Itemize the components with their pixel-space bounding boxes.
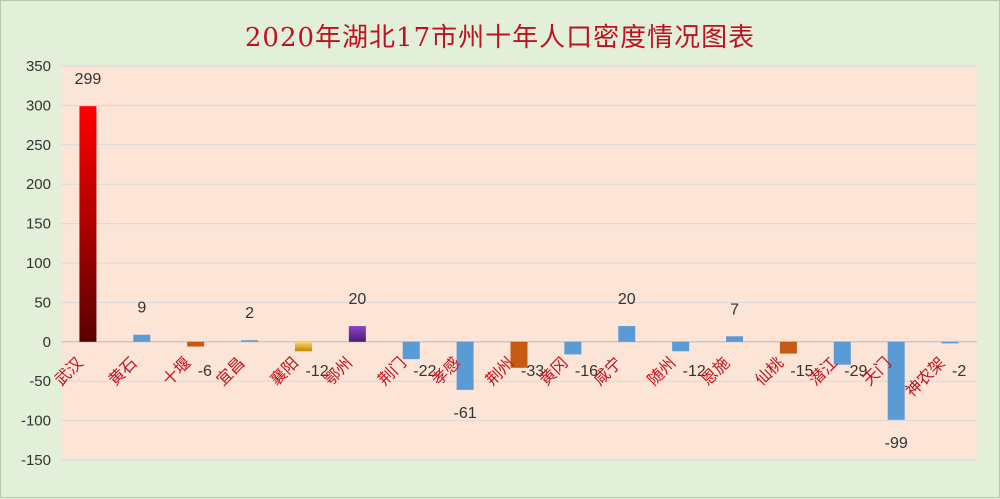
data-label-7: -61 — [454, 405, 477, 422]
bar-5 — [348, 326, 366, 342]
y-tick-label: 50 — [34, 294, 51, 311]
bar-16 — [941, 341, 959, 344]
bar-13 — [779, 341, 797, 354]
data-label-11: -12 — [683, 363, 706, 380]
y-tick-label: 100 — [26, 255, 51, 272]
chart-title: 2020年湖北17市州十年人口密度情况图表 — [244, 23, 756, 53]
data-label-14: -29 — [844, 363, 867, 380]
y-tick-label: 200 — [26, 176, 51, 193]
data-label-10: 20 — [618, 291, 636, 308]
y-tick-label: 0 — [43, 334, 51, 351]
bar-4 — [294, 341, 312, 352]
data-label-16: -2 — [952, 363, 966, 380]
bar-8 — [510, 341, 528, 368]
bar-2 — [187, 341, 205, 347]
bar-11 — [672, 341, 690, 352]
bar-12 — [726, 336, 744, 342]
bar-9 — [564, 341, 582, 355]
data-label-0: 299 — [75, 71, 102, 88]
bar-14 — [833, 341, 851, 365]
bar-0 — [79, 106, 97, 342]
data-label-13: -15 — [790, 363, 813, 380]
bar-1 — [133, 334, 151, 342]
data-label-12: 7 — [730, 301, 739, 318]
bar-10 — [618, 326, 636, 342]
y-tick-label: -150 — [21, 452, 51, 469]
y-tick-label: 250 — [26, 137, 51, 154]
y-tick-label: -50 — [29, 373, 51, 390]
y-tick-label: -100 — [21, 413, 51, 430]
data-label-6: -22 — [413, 363, 436, 380]
y-tick-label: 150 — [26, 216, 51, 233]
bar-6 — [402, 341, 420, 360]
bar-15 — [887, 341, 905, 420]
data-label-3: 2 — [245, 305, 254, 322]
bar-7 — [456, 341, 474, 390]
y-tick-label: 300 — [26, 97, 51, 114]
data-label-2: -6 — [198, 363, 212, 380]
data-label-8: -33 — [521, 363, 544, 380]
y-tick-label: 350 — [26, 58, 51, 75]
data-label-4: -12 — [305, 363, 328, 380]
data-label-5: 20 — [348, 291, 366, 308]
data-label-9: -16 — [575, 363, 598, 380]
data-label-1: 9 — [137, 300, 146, 317]
data-label-15: -99 — [885, 435, 908, 452]
bar-3 — [241, 340, 259, 342]
